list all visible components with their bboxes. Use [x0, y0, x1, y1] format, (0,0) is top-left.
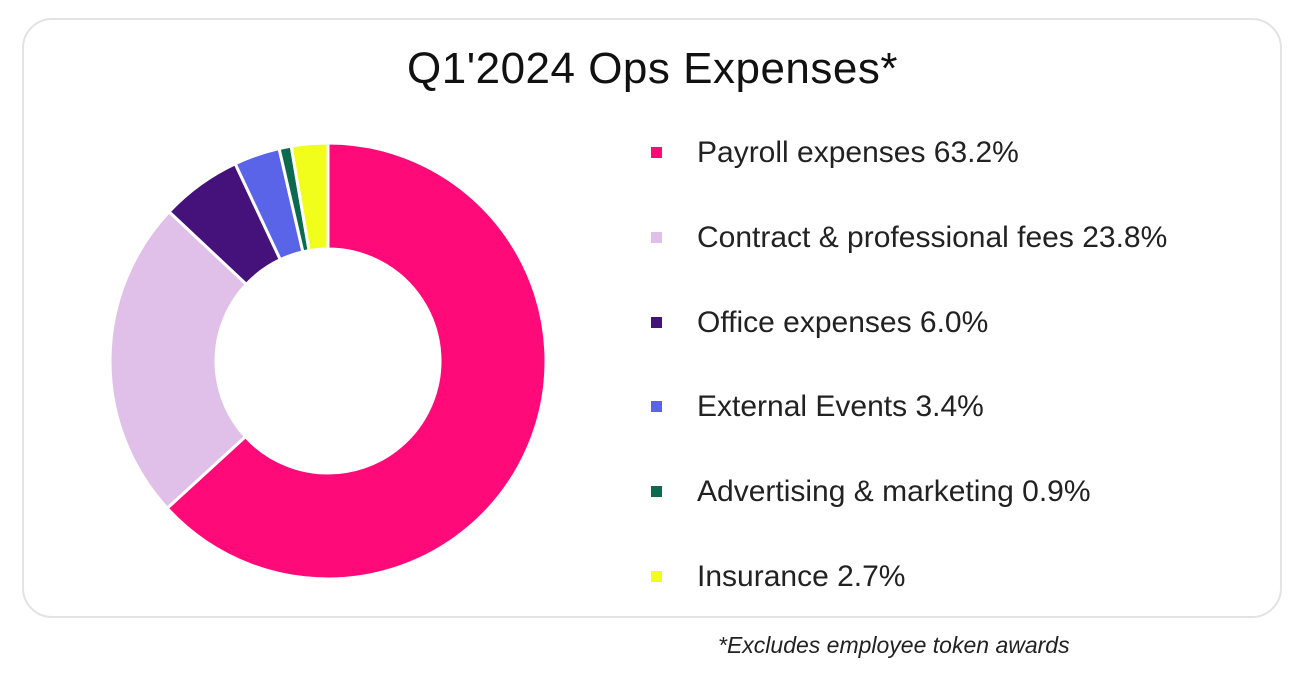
legend-label: Advertising & marketing 0.9%	[697, 475, 1091, 509]
legend-label: Payroll expenses 63.2%	[697, 136, 1019, 169]
chart-footnote: *Excludes employee token awards	[718, 632, 1070, 658]
slice-payroll-expenses	[165, 141, 548, 581]
legend-label: Office expenses 6.0%	[697, 305, 989, 339]
legend-swatch	[651, 486, 662, 498]
legend-swatch	[651, 570, 662, 582]
legend-swatch	[651, 316, 662, 328]
legend-label: External Events 3.4%	[697, 390, 984, 424]
legend-swatch	[651, 401, 662, 413]
legend-swatch	[651, 147, 662, 158]
slice-insurance	[289, 141, 330, 253]
legend-swatch	[651, 231, 662, 243]
legend-label: Contract & professional fees 23.8%	[697, 220, 1168, 254]
chart-title: Q1'2024 Ops Expenses*	[407, 44, 898, 93]
slice-contract-and-professional-fees	[108, 210, 248, 510]
legend-label: Insurance 2.7%	[697, 559, 906, 593]
